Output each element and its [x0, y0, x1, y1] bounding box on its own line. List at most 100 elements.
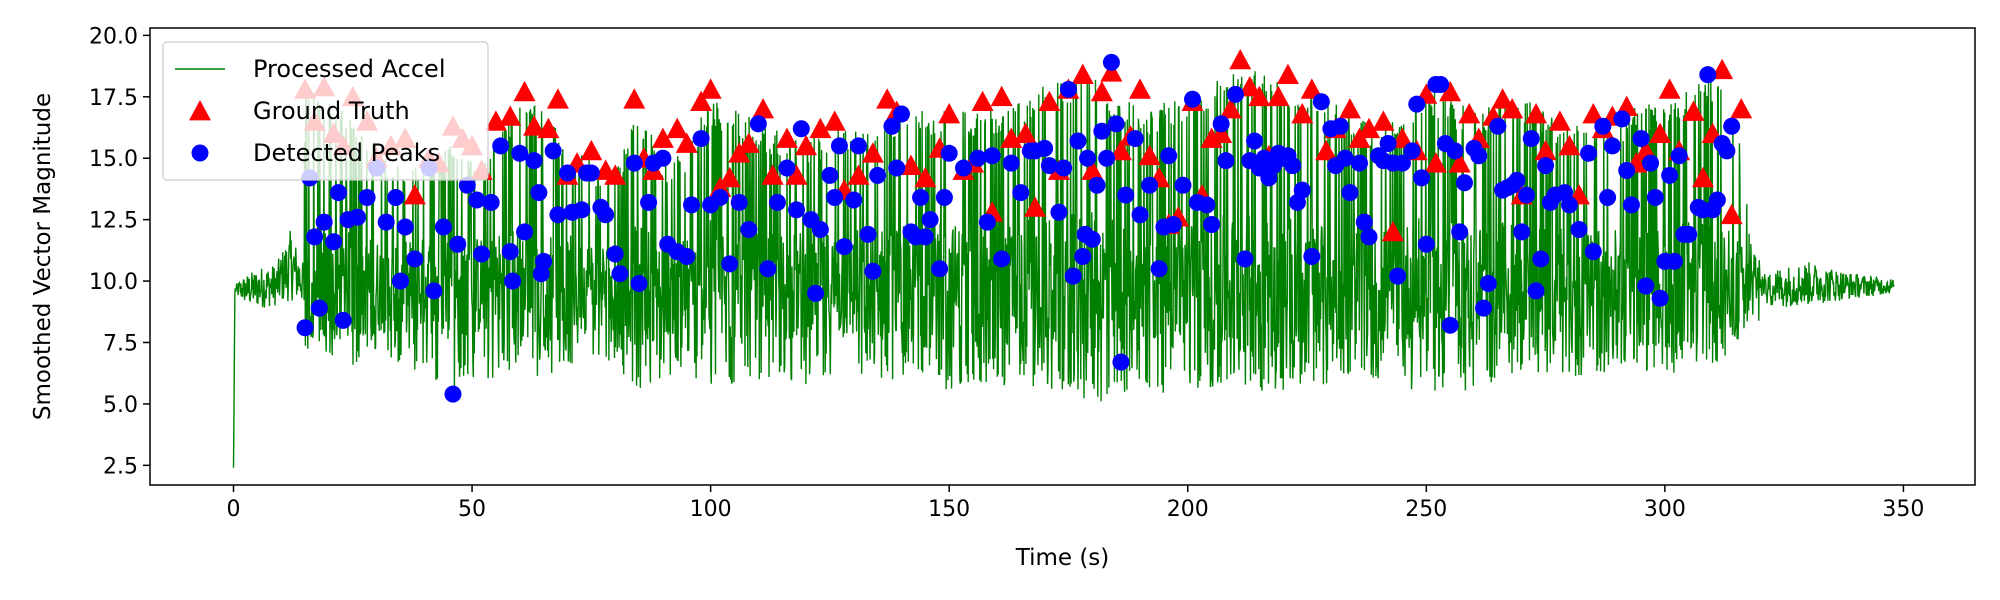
detected-peak-marker [1560, 196, 1578, 214]
detected-peak-marker [1665, 252, 1683, 270]
detected-peak-marker [468, 191, 486, 209]
ground-truth-marker [1692, 166, 1715, 188]
detected-peak-marker [1522, 130, 1540, 148]
detected-peak-marker [1451, 223, 1469, 241]
detected-peak-marker [1012, 184, 1030, 202]
ground-truth-marker [1315, 139, 1338, 161]
ground-truth-marker [1038, 90, 1061, 112]
detected-peak-marker [1584, 243, 1602, 261]
detected-peak-marker [883, 117, 901, 135]
ground-truth-marker [537, 117, 560, 139]
detected-peak-marker [845, 191, 863, 209]
detected-peak-marker [458, 176, 476, 194]
detected-peak-marker [940, 144, 958, 162]
detected-peak-marker [1708, 191, 1726, 209]
ground-truth-marker [1582, 102, 1605, 124]
detected-peak-marker [1284, 157, 1302, 175]
detected-peak-marker [1055, 159, 1073, 177]
series-detected-peaks [296, 53, 1741, 403]
detected-peak-marker [573, 201, 591, 219]
detected-peak-marker [1646, 189, 1664, 207]
detected-peak-marker [1455, 174, 1473, 192]
detected-peak-marker [315, 213, 333, 231]
detected-peak-marker [830, 137, 848, 155]
detected-peak-marker [1184, 90, 1202, 108]
detected-peak-marker [1141, 176, 1159, 194]
detected-peak-marker [1599, 189, 1617, 207]
detected-peak-marker [1470, 147, 1488, 165]
ground-truth-marker [1391, 127, 1414, 148]
detected-peak-marker [492, 137, 510, 155]
ground-truth-marker [775, 127, 798, 148]
detected-peak-marker [1632, 130, 1650, 148]
detected-peak-marker [850, 137, 868, 155]
detected-peak-marker [1112, 353, 1130, 371]
detected-peak-marker [391, 272, 409, 290]
detected-peak-marker [640, 193, 658, 211]
legend-triangle-swatch [189, 100, 211, 121]
detected-peak-marker [504, 272, 522, 290]
ground-truth-marker [651, 127, 674, 148]
ground-truth-marker [914, 166, 937, 188]
detected-peak-marker [1107, 115, 1125, 133]
detected-peak-marker [329, 184, 347, 202]
ground-truth-marker [1081, 159, 1104, 180]
ground-truth-marker [1730, 98, 1753, 119]
detected-peak-marker [912, 189, 930, 207]
detected-peak-marker [1331, 117, 1349, 135]
detected-peak-marker [530, 184, 548, 202]
ground-truth-marker [761, 164, 784, 185]
detected-peak-marker [969, 149, 987, 167]
detected-peak-marker [1570, 220, 1588, 238]
detected-peak-marker [511, 144, 529, 162]
detected-peak-marker [1603, 137, 1621, 155]
detected-peak-marker [1040, 157, 1058, 175]
legend-circle-swatch [191, 144, 209, 162]
detected-peak-marker [1217, 152, 1235, 170]
detected-peak-marker [692, 130, 710, 148]
detected-peak-marker [1580, 144, 1598, 162]
detected-peak-marker [358, 189, 376, 207]
detected-peak-marker [1069, 132, 1087, 150]
detected-peak-marker [888, 159, 906, 177]
detected-peak-marker [1203, 216, 1221, 234]
x-tick-label: 200 [1167, 497, 1209, 522]
ground-truth-marker [1381, 220, 1404, 242]
detected-peak-marker [759, 260, 777, 278]
detected-peak-marker [1532, 250, 1550, 268]
ground-truth-marker [580, 139, 603, 161]
ground-truth-marker [1358, 117, 1381, 139]
detected-peak-marker [1651, 289, 1669, 307]
ground-truth-marker [1491, 88, 1514, 109]
ground-truth-marker [1276, 63, 1299, 85]
ground-truth-marker [403, 184, 426, 205]
detected-peak-marker [1093, 122, 1111, 140]
detected-peak-marker [859, 225, 877, 243]
detected-peak-marker [296, 319, 314, 337]
detected-peak-marker [1432, 76, 1450, 94]
legend-label: Processed Accel [253, 55, 446, 83]
x-tick-label: 300 [1644, 497, 1686, 522]
detected-peak-marker [1212, 115, 1230, 133]
ground-truth-marker [1300, 78, 1323, 99]
ground-truth-marker [499, 105, 522, 126]
detected-peak-marker [606, 245, 624, 263]
detected-peak-marker [1661, 166, 1679, 184]
detected-peak-marker [1513, 223, 1531, 241]
plot-area [232, 48, 1895, 468]
detected-peak-marker [444, 385, 462, 403]
detected-peak-marker [306, 228, 324, 246]
detected-peak-marker [482, 193, 500, 211]
ground-truth-marker [1682, 100, 1705, 121]
detected-peak-marker [625, 154, 643, 172]
y-tick-label: 20.0 [89, 24, 138, 49]
y-tick-label: 12.5 [89, 209, 138, 234]
detected-peak-marker [1117, 186, 1135, 204]
detected-peak-marker [1198, 196, 1216, 214]
detected-peak-marker [1360, 228, 1378, 246]
detected-peak-marker [1642, 154, 1660, 172]
detected-peak-marker [807, 284, 825, 302]
ground-truth-marker [809, 117, 832, 139]
detected-peak-marker [1036, 139, 1054, 157]
detected-peak-marker [1594, 117, 1612, 135]
